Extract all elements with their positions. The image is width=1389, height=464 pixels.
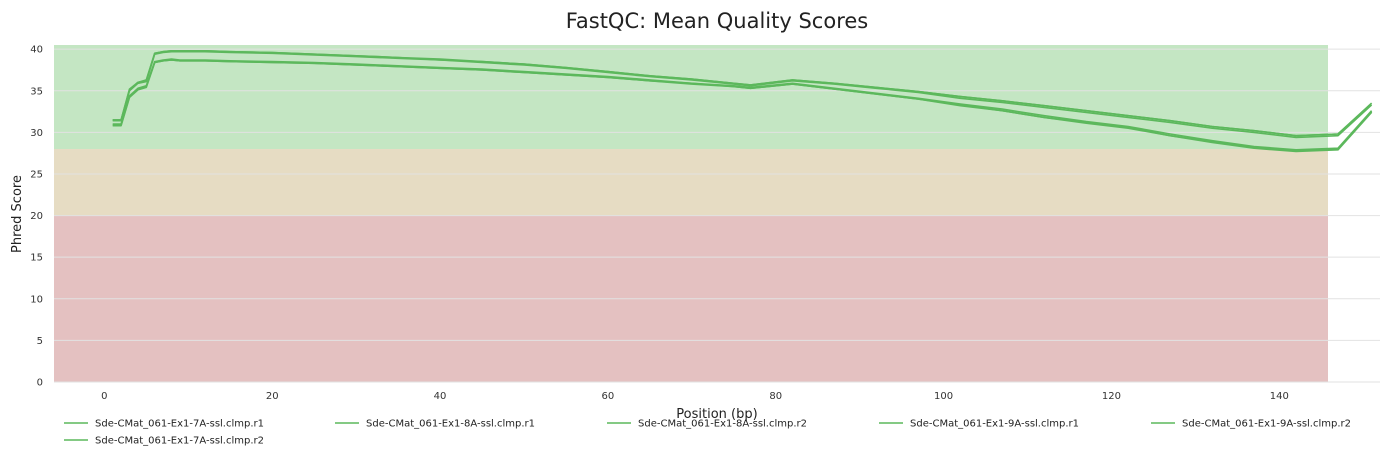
y-tick-label: 10 [30, 294, 43, 305]
x-tick-label: 140 [1270, 391, 1289, 402]
x-tick-label: 40 [434, 391, 447, 402]
y-tick-label: 25 [30, 169, 43, 180]
legend-item[interactable]: Sde-CMat_061-Ex1-9A-ssl.clmp.r1 [879, 419, 1079, 430]
y-tick-label: 15 [30, 253, 43, 264]
x-tick-label: 60 [602, 391, 615, 402]
x-axis-label: Position (bp) [676, 407, 757, 422]
y-tick-label: 0 [37, 378, 43, 389]
legend-item[interactable]: Sde-CMat_061-Ex1-8A-ssl.clmp.r1 [335, 419, 535, 430]
series-line-4[interactable] [112, 49, 1373, 137]
legend-item[interactable]: Sde-CMat_061-Ex1-8A-ssl.clmp.r2 [607, 419, 807, 430]
legend-label: Sde-CMat_061-Ex1-8A-ssl.clmp.r2 [638, 419, 807, 430]
y-tick-label: 30 [30, 128, 43, 139]
legend-label: Sde-CMat_061-Ex1-8A-ssl.clmp.r1 [366, 419, 535, 430]
x-tick-label: 100 [934, 391, 953, 402]
legend-label: Sde-CMat_061-Ex1-7A-ssl.clmp.r1 [95, 419, 264, 430]
x-tick-labels: 0 20 40 60 80 100 120 140 [101, 391, 1289, 402]
y-tick-labels: 0 5 10 15 20 25 30 35 40 [30, 45, 43, 389]
quality-band-1 [54, 149, 1328, 216]
legend-item[interactable]: Sde-CMat_061-Ex1-7A-ssl.clmp.r1 [64, 419, 264, 430]
legend: Sde-CMat_061-Ex1-7A-ssl.clmp.r1 Sde-CMat_… [64, 419, 1351, 447]
y-tick-label: 35 [30, 86, 43, 97]
legend-item[interactable]: Sde-CMat_061-Ex1-7A-ssl.clmp.r2 [64, 436, 264, 447]
legend-label: Sde-CMat_061-Ex1-7A-ssl.clmp.r2 [95, 436, 264, 447]
legend-item[interactable]: Sde-CMat_061-Ex1-9A-ssl.clmp.r2 [1151, 419, 1351, 430]
series-lines [112, 49, 1373, 153]
series-line-3[interactable] [112, 58, 1373, 151]
chart-title: FastQC: Mean Quality Scores [566, 9, 869, 33]
y-tick-label: 5 [37, 336, 43, 347]
series-line-5[interactable] [112, 59, 1373, 153]
legend-label: Sde-CMat_061-Ex1-9A-ssl.clmp.r2 [1182, 419, 1351, 430]
y-axis-label: Phred Score [10, 175, 25, 253]
y-tick-label: 20 [30, 211, 43, 222]
legend-label: Sde-CMat_061-Ex1-9A-ssl.clmp.r1 [910, 419, 1079, 430]
x-tick-label: 120 [1102, 391, 1121, 402]
x-tick-label: 0 [101, 391, 107, 402]
x-tick-label: 80 [769, 391, 782, 402]
quality-bands [54, 45, 1328, 382]
y-tick-label: 40 [30, 45, 43, 56]
x-tick-label: 20 [266, 391, 279, 402]
series-line-2[interactable] [112, 50, 1373, 139]
